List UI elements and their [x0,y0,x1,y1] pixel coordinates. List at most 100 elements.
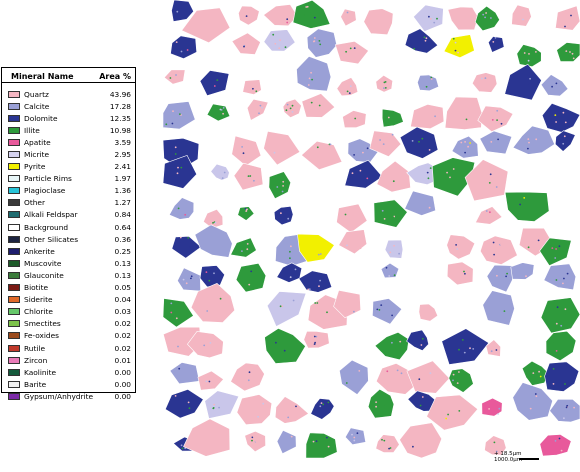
mineral-speckle [420,344,423,346]
mineral-grain [230,362,265,392]
mineral-speckle [482,175,485,178]
mineral-speckle [469,347,471,350]
mineral-speckle [318,104,321,107]
mineral-grain [418,303,439,322]
mineral-speckle [286,21,289,24]
mineral-speckle [489,450,492,453]
mineral-speckle [353,154,355,156]
mineral-grain [163,298,194,328]
mineral-speckle [555,121,557,123]
mineral-speckle [464,272,466,275]
mineral-speckle [366,147,369,150]
legend-area-value: 0.36 [114,234,131,244]
mineral-speckle [207,85,210,88]
mineral-grain [481,397,503,417]
legend-area-value: 1.97 [114,174,131,184]
legend-mineral-name: Muscovite [24,258,62,268]
mineral-speckle [253,150,256,153]
mineral-speckle [421,337,424,340]
mineral-speckle [246,248,249,251]
mineral-speckle [272,33,275,36]
mineral-speckle [429,372,432,374]
mineral-speckle [176,10,179,13]
mineral-speckle [555,82,558,85]
legend-swatch [8,175,20,183]
mineral-speckle [313,40,316,42]
mineral-speckle [452,168,455,170]
mineral-speckle [177,207,180,210]
mineral-speckle [421,137,424,140]
mineral-speckle [391,314,393,317]
mineral-speckle [496,274,498,277]
mineral-speckle [528,53,530,55]
mineral-speckle [565,406,568,409]
mineral-speckle [563,417,565,420]
mineral-speckle [315,440,318,443]
mineral-grain [300,140,343,171]
mineral-speckle [244,148,247,151]
mineral-speckle [172,110,174,113]
mineral-speckle [455,244,457,246]
legend-swatch [8,344,20,352]
mineral-speckle [351,209,354,211]
mineral-speckle [278,47,281,50]
mineral-speckle [525,275,527,278]
mineral-speckle [185,282,188,285]
mineral-speckle [310,435,313,438]
legend-rows: Quartz 43.96 Calcite 17.28 Dolomite 12.35 Illi… [2,83,135,402]
mineral-speckle [255,90,258,93]
mineral-speckle [426,171,429,174]
mineral-speckle [178,241,181,244]
mineral-grain [479,235,518,265]
mineral-grain [168,197,195,220]
mineral-speckle [418,378,421,381]
mineral-speckle [318,285,320,288]
mineral-speckle [248,371,251,374]
legend-row: Illite 10.98 [2,124,135,136]
mineral-grain [541,102,580,133]
mineral-grain [197,370,224,391]
mineral-speckle [213,85,216,87]
mineral-grain [344,159,383,189]
mineral-speckle [505,275,507,278]
legend-area-value: 0.03 [114,307,131,317]
mineral-speckle [255,440,257,443]
mineral-speckle [490,350,493,353]
mineral-grain [266,291,307,327]
mineral-speckle [174,153,177,155]
mineral-speckle [378,309,381,311]
mineral-grain [451,135,479,159]
legend-area-value: 0.01 [114,355,131,365]
mineral-speckle [313,343,316,345]
mineral-grain [334,40,369,65]
mineral-speckle [253,370,256,373]
mineral-speckle [383,147,385,149]
mineral-speckle [456,382,459,384]
legend-mineral-name: Fe-oxides [24,331,60,341]
legend-row: Micrite 2.95 [2,148,135,160]
mineral-speckle [552,368,555,370]
mineral-speckle [487,214,489,217]
mineral-speckle [398,252,400,255]
legend-swatch [8,368,20,376]
mineral-speckle [387,116,390,119]
mineral-speckle [422,313,425,316]
mineral-grain [486,264,514,293]
mineral-speckle [359,169,362,172]
mineral-speckle [169,77,172,79]
legend-swatch [8,284,20,292]
mineral-speckle [271,138,274,141]
mineral-speckle [534,393,537,395]
mineral-speckle [241,146,243,148]
mineral-speckle [397,169,400,172]
mineral-speckle [171,122,174,125]
mineral-speckle [457,51,459,54]
mineral-speckle [492,241,495,244]
mineral-speckle [382,143,385,146]
mineral-speckle [203,344,206,347]
mineral-speckle [497,138,499,141]
mineral-speckle [493,447,496,450]
mineral-speckle [180,50,183,53]
mineral-grain [410,103,445,130]
mineral-speckle [290,245,292,248]
